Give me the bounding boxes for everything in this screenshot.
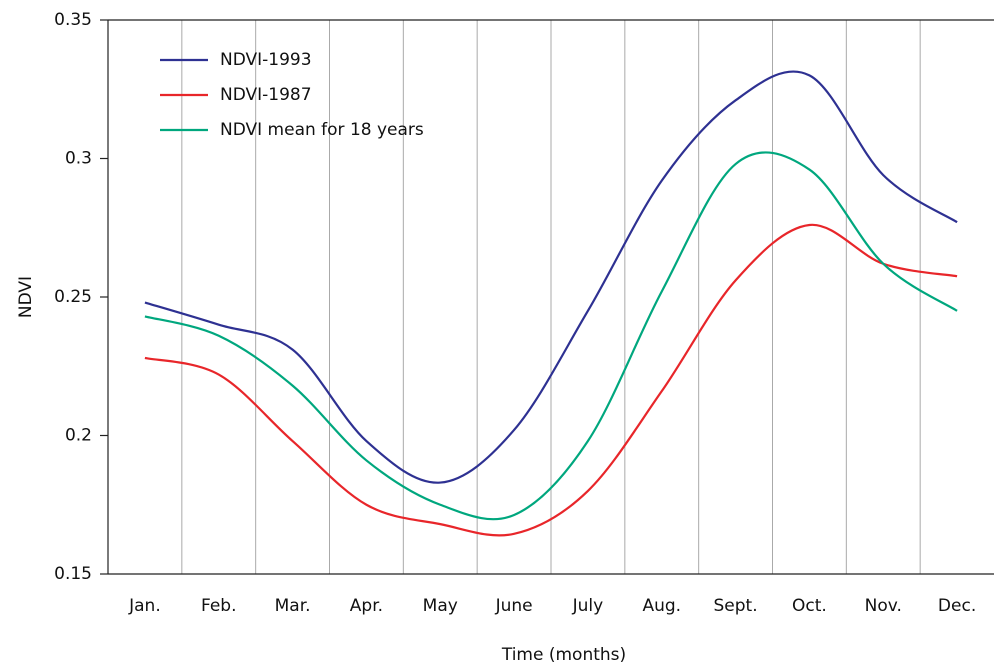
series-line [144, 70, 958, 484]
x-axis-label: Time (months) [501, 645, 626, 665]
legend-label: NDVI-1993 [220, 50, 312, 70]
y-tick-label: 0.2 [65, 426, 92, 446]
x-tick-label: Aug. [642, 596, 681, 616]
x-tick-label: Jan. [128, 596, 161, 616]
y-tick-label: 0.25 [54, 287, 92, 307]
x-tick-label: Apr. [350, 596, 383, 616]
x-tick-label: July [572, 596, 604, 616]
y-tick-label: 0.15 [54, 564, 92, 584]
y-tick-label: 0.3 [65, 149, 92, 169]
series-line [144, 151, 958, 521]
legend-label: NDVI-1987 [220, 85, 312, 105]
y-axis-label: NDVI [16, 276, 36, 318]
x-tick-label: Feb. [201, 596, 237, 616]
legend-label: NDVI mean for 18 years [220, 120, 424, 140]
y-tick-label: 0.35 [54, 10, 92, 30]
x-tick-label: Mar. [275, 596, 311, 616]
x-tick-label: Nov. [865, 596, 902, 616]
x-tick-label: May [423, 596, 458, 616]
x-tick-label: Oct. [792, 596, 827, 616]
x-tick-label: Sept. [714, 596, 758, 616]
series-line [144, 223, 958, 537]
x-tick-label: Dec. [938, 596, 976, 616]
x-tick-label: June [495, 596, 533, 616]
